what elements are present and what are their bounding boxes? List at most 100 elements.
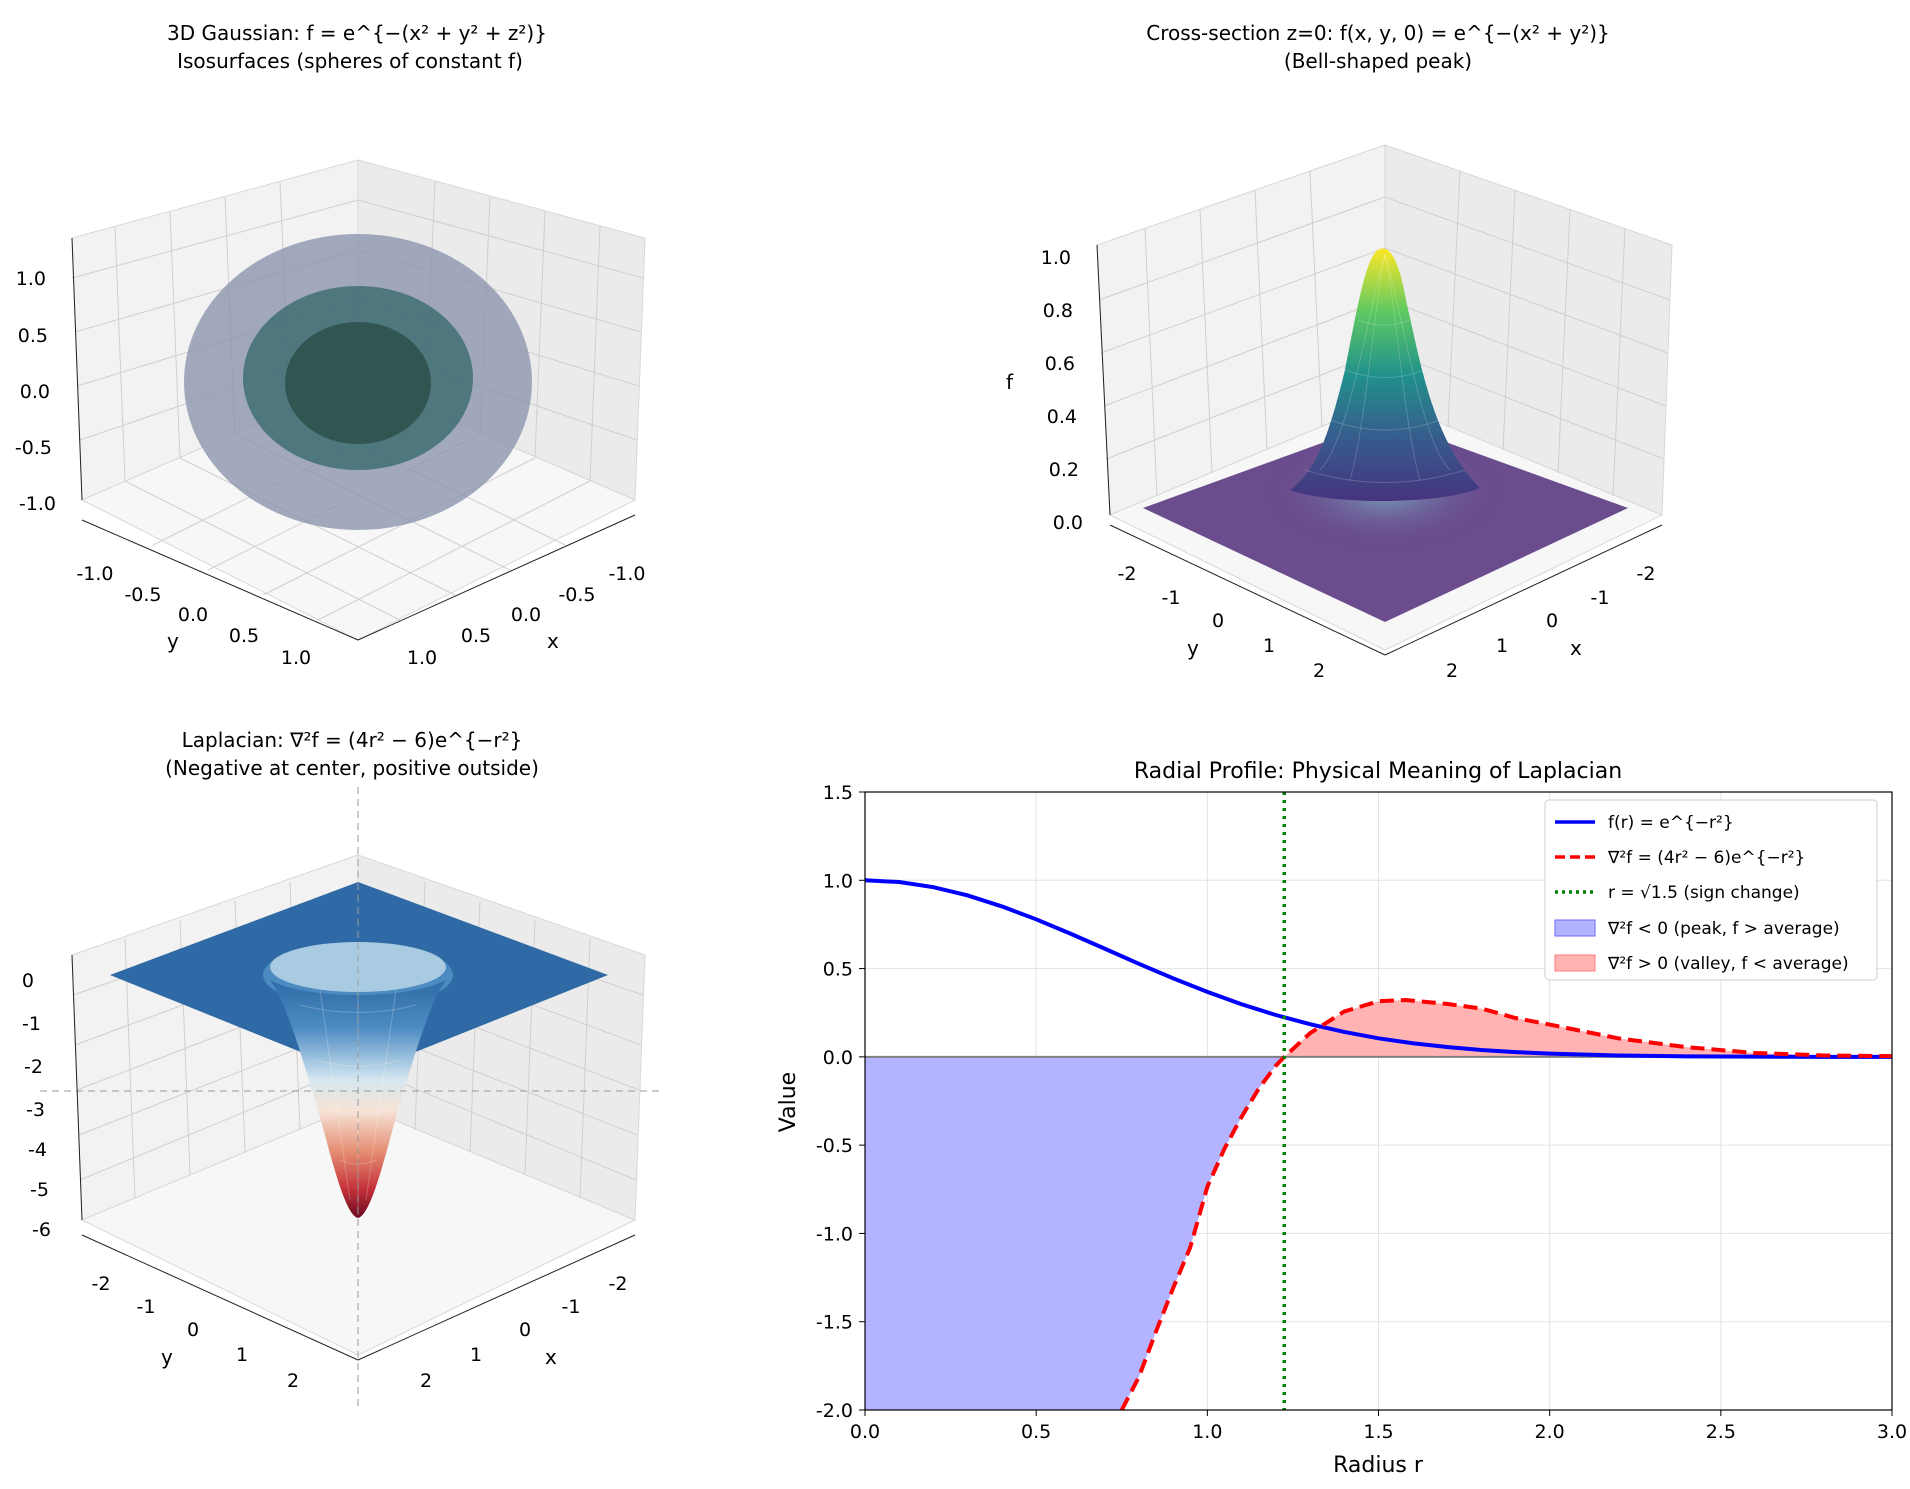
p2-surface-mesh	[1304, 254, 1466, 483]
p2-title-line1: Cross-section z=0: f(x, y, 0) = e^{−(x² …	[1146, 21, 1610, 45]
p4-x-ticks: 0.0 0.5 1.0 1.5 2.0 2.5 3.0	[850, 1410, 1907, 1443]
p3-y-axis	[81, 1234, 359, 1361]
p1-title-line2: Isosurfaces (spheres of constant f)	[177, 49, 523, 73]
p3-z-axis	[71, 954, 83, 1221]
p1-z-axis	[71, 237, 83, 501]
p2-x-axis	[1384, 524, 1663, 656]
p3-xtick: 2	[420, 1370, 432, 1392]
p1-ztick: 0.0	[20, 381, 50, 403]
p4-ytick-label: 0.5	[823, 959, 853, 981]
p1-z-ticks: 1.0 0.5 0.0 -0.5 -1.0	[15, 268, 56, 515]
p4-xtick-label: 2.0	[1535, 1421, 1565, 1443]
p1-xtick: 0.5	[461, 625, 491, 647]
p2-ytick: -2	[1118, 563, 1137, 585]
p3-floor-pane	[80, 1104, 637, 1356]
p1-xtick: 1.0	[407, 647, 437, 669]
p4-legend: f(r) = e^{−r²} ∇²f = (4r² − 6)e^{−r²} r …	[1544, 799, 1878, 981]
panel-radial-profile: Radial Profile: Physical Meaning of Lapl…	[776, 759, 1907, 1478]
p3-y-ticks: -2 -1 0 1 2	[92, 1273, 300, 1392]
p3-z-ticks: 0 -1 -2 -3 -4 -5 -6	[22, 970, 51, 1241]
p3-ztick: -4	[28, 1139, 47, 1161]
p4-legend-label-negative: ∇²f < 0 (peak, f > average)	[1607, 919, 1840, 939]
p4-fill-positive	[1284, 1000, 1892, 1057]
p4-ytick-label: -1.5	[816, 1312, 853, 1334]
p3-ytick: 1	[236, 1344, 248, 1366]
p4-series-lines	[864, 792, 1893, 1411]
p2-ztick: 0.0	[1053, 512, 1083, 534]
p2-ztick: 1.0	[1041, 247, 1071, 269]
p3-xtick: -2	[609, 1273, 628, 1295]
p2-ztick: 0.2	[1049, 459, 1079, 481]
p3-x-axis	[357, 1234, 636, 1361]
p1-x-label: x	[547, 629, 559, 653]
p1-title-line1: 3D Gaussian: f = e^{−(x² + y² + z²)}	[167, 21, 547, 45]
p3-ztick: -2	[24, 1056, 43, 1078]
p4-legend-box	[1544, 799, 1878, 981]
p4-ytick-label: 1.5	[823, 782, 853, 804]
p4-ytick-label: 1.0	[823, 870, 853, 892]
p1-xtick: -0.5	[558, 584, 595, 606]
p4-xtick-label: 1.0	[1192, 1421, 1222, 1443]
p4-legend-swatch-negative	[1554, 919, 1596, 937]
p4-x-label: Radius r	[1333, 1453, 1424, 1478]
p3-ytick: 2	[287, 1370, 299, 1392]
p1-ytick: 1.0	[281, 647, 311, 669]
p2-xtick: 1	[1496, 635, 1508, 657]
p4-fills	[865, 1000, 1892, 1410]
p3-x-ticks: -2 -1 0 1 2	[420, 1273, 628, 1392]
p2-y-label: y	[1187, 636, 1199, 660]
p2-y-ticks: -2 -1 0 1 2	[1118, 563, 1326, 682]
p2-surface-peak	[1290, 248, 1480, 502]
p1-ytick: -0.5	[124, 584, 161, 606]
p4-legend-label-sign-change: r = √1.5 (sign change)	[1608, 883, 1800, 903]
p3-title-line2: (Negative at center, positive outside)	[165, 756, 539, 780]
panel-bell-peak: Cross-section z=0: f(x, y, 0) = e^{−(x² …	[1006, 21, 1673, 682]
p3-axes-box	[71, 854, 646, 1356]
p2-xtick: -2	[1637, 563, 1656, 585]
p3-ytick: -2	[92, 1273, 111, 1295]
p1-x-ticks: -1.0 -0.5 0.0 0.5 1.0	[407, 563, 646, 669]
p1-ztick: 1.0	[16, 268, 46, 290]
p4-xtick-label: 0.0	[850, 1421, 880, 1443]
p3-ztick: -1	[22, 1013, 41, 1035]
p2-y-axis	[1109, 524, 1386, 656]
p4-xtick-label: 2.5	[1706, 1421, 1736, 1443]
p2-ytick: -1	[1162, 587, 1181, 609]
p2-grid	[1098, 170, 1671, 497]
p2-xtick: 2	[1446, 660, 1458, 682]
p2-x-label: x	[1570, 636, 1582, 660]
p4-legend-swatch-positive	[1554, 954, 1596, 972]
p2-ztick: 0.4	[1047, 406, 1077, 428]
panel-3d-gaussian: 3D Gaussian: f = e^{−(x² + y² + z²)} Iso…	[15, 21, 646, 669]
p3-y-label: y	[161, 1345, 173, 1369]
p2-title-line2: (Bell-shaped peak)	[1284, 49, 1472, 73]
p2-xtick: -1	[1591, 587, 1610, 609]
p4-title: Radial Profile: Physical Meaning of Lapl…	[1134, 759, 1622, 784]
p3-ztick: 0	[22, 970, 34, 992]
p3-ytick: 0	[187, 1319, 199, 1341]
p3-xtick: 0	[519, 1319, 531, 1341]
p1-ytick: 0.0	[178, 604, 208, 626]
p4-y-ticks: 1.5 1.0 0.5 0.0 -0.5 -1.0 -1.5 -2.0	[816, 782, 865, 1422]
p1-ztick: -0.5	[15, 437, 52, 459]
p1-y-ticks: -1.0 -0.5 0.0 0.5 1.0	[76, 563, 311, 669]
p3-ztick: -6	[32, 1219, 51, 1241]
p2-ytick: 0	[1212, 610, 1224, 632]
p4-legend-label-f: f(r) = e^{−r²}	[1608, 813, 1734, 833]
p3-ztick: -3	[26, 1099, 45, 1121]
p1-ytick: -1.0	[76, 563, 113, 585]
p4-ytick-label: 0.0	[823, 1047, 853, 1069]
p4-series-f	[864, 878, 1892, 1059]
p2-ztick: 0.8	[1043, 300, 1073, 322]
p1-ytick: 0.5	[229, 625, 259, 647]
p1-y-axis	[81, 519, 359, 641]
p1-x-axis	[357, 514, 636, 641]
p3-xtick: 1	[470, 1344, 482, 1366]
p4-legend-label-laplacian: ∇²f = (4r² − 6)e^{−r²}	[1607, 848, 1805, 868]
panel-laplacian-surface: Laplacian: ∇²f = (4r² − 6)e^{−r²} (Negat…	[22, 728, 660, 1408]
p4-legend-label-positive: ∇²f > 0 (valley, f < average)	[1607, 954, 1849, 974]
p3-title-line1: Laplacian: ∇²f = (4r² − 6)e^{−r²}	[182, 728, 523, 752]
p4-xtick-label: 3.0	[1877, 1421, 1907, 1443]
